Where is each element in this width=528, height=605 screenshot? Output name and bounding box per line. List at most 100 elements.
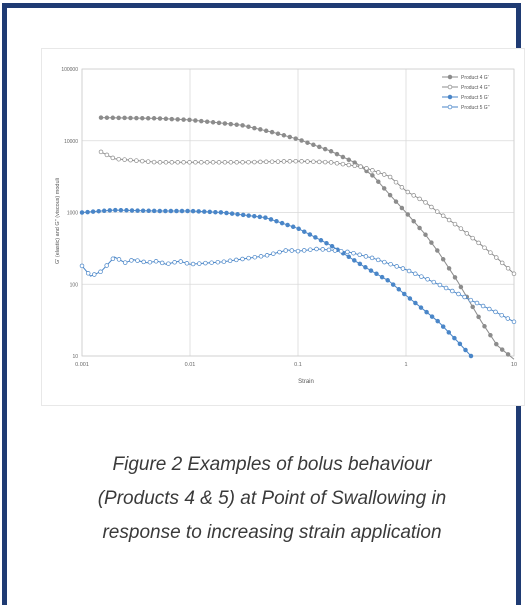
data-point	[357, 261, 363, 267]
data-point	[302, 229, 307, 234]
data-point	[417, 196, 422, 202]
data-point	[122, 260, 128, 265]
data-point	[229, 211, 235, 216]
data-point	[163, 208, 168, 214]
y-tick-label: 10000	[64, 139, 78, 145]
data-point	[104, 263, 109, 268]
data-point	[394, 264, 399, 269]
data-point	[307, 232, 313, 237]
data-point	[388, 261, 393, 267]
data-point	[147, 259, 153, 265]
data-point	[166, 261, 171, 266]
data-point	[452, 335, 457, 341]
series-line	[81, 209, 472, 357]
x-tick-label: 0.01	[185, 362, 196, 368]
data-point	[440, 257, 446, 262]
data-point	[363, 265, 368, 270]
data-point	[357, 252, 362, 258]
data-point	[295, 248, 301, 254]
data-point	[269, 129, 275, 135]
data-point	[187, 160, 192, 165]
data-point	[293, 136, 298, 141]
data-point	[390, 282, 396, 287]
data-point	[480, 303, 486, 309]
data-point	[258, 159, 263, 165]
data-point	[482, 324, 487, 329]
data-point	[363, 254, 369, 259]
data-point	[271, 251, 276, 256]
data-point	[399, 185, 405, 190]
data-point	[499, 347, 505, 352]
data-point	[456, 291, 461, 297]
data-point	[134, 115, 139, 121]
data-point	[340, 161, 346, 167]
data-point	[468, 353, 474, 359]
data-point	[175, 160, 180, 165]
data-point	[252, 125, 257, 131]
data-point	[98, 149, 104, 155]
data-point	[101, 208, 107, 214]
data-point	[457, 341, 463, 347]
data-point	[113, 207, 118, 213]
data-point	[228, 160, 234, 165]
data-point	[376, 170, 381, 175]
data-point	[499, 312, 504, 318]
data-point	[175, 117, 180, 122]
data-point	[246, 213, 251, 218]
data-point	[413, 271, 418, 277]
data-point	[98, 269, 103, 275]
data-point	[174, 208, 179, 214]
data-point	[210, 120, 216, 125]
data-point	[458, 226, 464, 231]
chart-svg: 0.001 0.01 0.1 1 10 10 100 1000 10000 100000 Prod…	[55, 67, 517, 385]
data-point	[324, 240, 329, 246]
data-point	[135, 208, 140, 213]
data-point	[487, 306, 492, 312]
data-point	[346, 254, 352, 260]
data-point	[216, 120, 222, 126]
data-point	[240, 256, 245, 262]
data-point	[334, 151, 340, 157]
data-point	[129, 258, 134, 263]
data-point	[299, 159, 304, 164]
data-point	[364, 166, 369, 171]
data-point	[116, 156, 121, 162]
data-point	[443, 285, 449, 291]
data-point	[252, 159, 257, 165]
data-point	[318, 238, 324, 243]
data-point	[197, 261, 202, 266]
data-point	[196, 209, 201, 214]
data-point	[159, 260, 165, 266]
data-point	[110, 115, 116, 121]
legend-label: Product 4 G''	[461, 85, 490, 91]
data-point	[190, 208, 196, 214]
series-4	[79, 246, 517, 325]
data-point	[313, 235, 318, 240]
data-point	[411, 218, 416, 224]
data-point	[429, 204, 434, 210]
series-3	[79, 207, 474, 359]
data-point	[146, 208, 151, 214]
data-point	[424, 309, 429, 315]
data-point	[305, 159, 310, 164]
data-point	[275, 131, 281, 136]
data-point	[246, 159, 251, 165]
data-point	[429, 314, 435, 319]
data-point	[452, 221, 458, 227]
data-point	[328, 160, 334, 165]
data-point	[411, 193, 416, 198]
data-point	[85, 271, 91, 276]
data-point	[168, 208, 174, 214]
data-point	[90, 209, 96, 214]
data-point	[184, 261, 190, 266]
data-point	[399, 205, 405, 211]
figure-frame: 0.001 0.01 0.1 1 10 10 100 1000 10000 100000 Prod…	[2, 3, 525, 605]
data-point	[213, 209, 218, 215]
data-point	[440, 213, 446, 219]
data-point	[396, 287, 402, 292]
data-point	[494, 341, 499, 347]
data-point	[370, 168, 375, 173]
data-point	[283, 248, 288, 253]
data-point	[163, 160, 169, 165]
data-point	[293, 158, 298, 164]
